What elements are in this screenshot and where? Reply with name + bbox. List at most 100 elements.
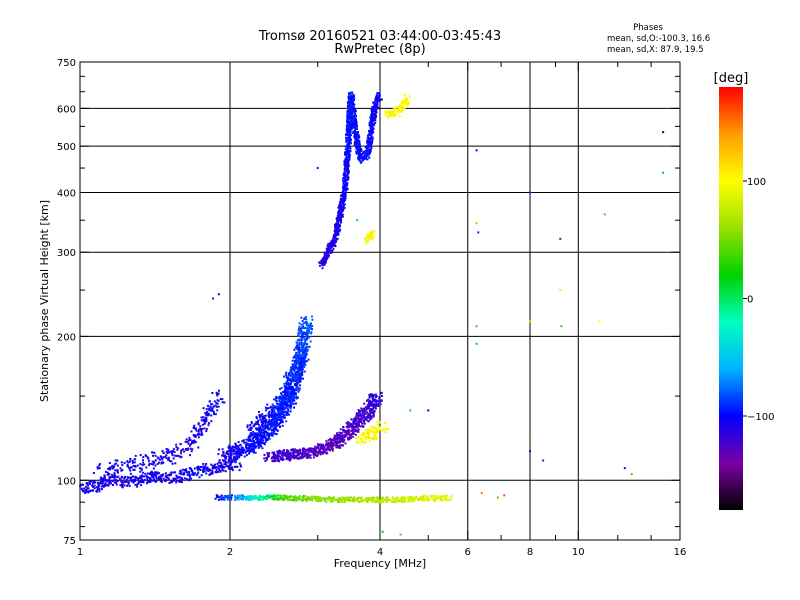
echo-point — [342, 436, 345, 439]
echo-point — [283, 411, 286, 414]
echo-point — [296, 346, 299, 349]
echo-point — [271, 421, 274, 424]
echo-point — [383, 498, 386, 501]
echo-point — [306, 330, 309, 333]
echo-point — [369, 150, 372, 153]
echo-point — [303, 322, 306, 325]
echo-point — [342, 187, 345, 190]
echo-point — [295, 360, 298, 363]
echo-point — [221, 448, 224, 451]
echo-point — [372, 394, 375, 397]
echo-point — [375, 109, 378, 112]
echo-point — [252, 441, 255, 444]
echo-point — [295, 497, 298, 500]
echo-point — [205, 420, 208, 423]
echo-point — [218, 468, 221, 471]
echo-point — [337, 227, 340, 230]
echo-point — [190, 450, 193, 453]
echo-point — [345, 168, 348, 171]
echo-point — [372, 430, 375, 433]
echo-point — [376, 107, 379, 110]
echo-point — [339, 228, 342, 231]
echo-point — [335, 437, 338, 440]
echo-point — [304, 339, 307, 342]
echo-point — [301, 369, 304, 372]
echo-point — [159, 458, 162, 461]
echo-point — [360, 156, 363, 159]
echo-point — [305, 348, 308, 351]
echo-point — [297, 361, 300, 364]
echo-point — [345, 130, 348, 133]
echo-point — [193, 472, 196, 475]
echo-point — [425, 495, 428, 498]
echo-point — [168, 460, 171, 463]
echo-point — [179, 479, 182, 482]
echo-point — [303, 317, 306, 320]
echo-point — [224, 462, 227, 465]
echo-point — [198, 466, 201, 469]
echo-point — [165, 454, 168, 457]
echo-point — [278, 417, 281, 420]
echo-point — [357, 428, 360, 431]
echo-point — [336, 497, 339, 500]
echo-point — [367, 406, 370, 409]
echo-point — [365, 399, 368, 402]
echo-point — [98, 464, 101, 467]
echo-point — [368, 440, 371, 443]
echo-point — [347, 153, 350, 156]
echo-point — [308, 345, 311, 348]
echo-point — [236, 496, 239, 499]
echo-point — [400, 499, 403, 502]
echo-point — [393, 111, 396, 114]
echo-point — [303, 362, 306, 365]
echo-point — [275, 399, 278, 402]
echo-point — [282, 415, 285, 418]
echo-point — [257, 419, 260, 422]
echo-point — [324, 448, 327, 451]
echo-point — [161, 457, 164, 460]
echo-point — [326, 254, 329, 257]
echo-point — [273, 494, 276, 497]
echo-point — [374, 431, 377, 434]
echo-point — [184, 440, 187, 443]
echo-point — [294, 379, 297, 382]
echo-point — [304, 321, 307, 324]
echo-point — [370, 122, 373, 125]
echo-point — [353, 134, 356, 137]
echo-point — [336, 432, 339, 435]
echo-point — [237, 497, 240, 500]
echo-point — [322, 264, 325, 267]
echo-point — [168, 478, 171, 481]
echo-point — [373, 433, 376, 436]
echo-point — [258, 410, 261, 413]
echo-point — [111, 475, 114, 478]
echo-point — [264, 423, 267, 426]
echo-point — [293, 396, 296, 399]
echo-point — [302, 361, 305, 364]
echo-point — [273, 409, 276, 412]
echo-point — [326, 443, 329, 446]
echo-point — [318, 264, 321, 267]
echo-point — [333, 243, 336, 246]
echo-point — [372, 101, 375, 104]
echo-point — [257, 444, 260, 447]
echo-point — [302, 349, 305, 352]
echo-point — [371, 403, 374, 406]
echo-point — [242, 496, 245, 499]
echo-point — [360, 440, 363, 443]
echo-point — [254, 423, 257, 426]
echo-point — [343, 206, 346, 209]
echo-point — [281, 424, 284, 427]
echo-point — [350, 499, 353, 502]
echo-point — [250, 422, 253, 425]
echo-point — [346, 422, 349, 425]
echo-point — [367, 436, 370, 439]
echo-point — [368, 156, 371, 159]
echo-point — [301, 361, 304, 364]
echo-point — [217, 471, 220, 474]
echo-point — [347, 172, 350, 175]
echo-point — [190, 467, 193, 470]
echo-point — [167, 450, 170, 453]
echo-point — [347, 159, 350, 162]
echo-point — [273, 451, 276, 454]
